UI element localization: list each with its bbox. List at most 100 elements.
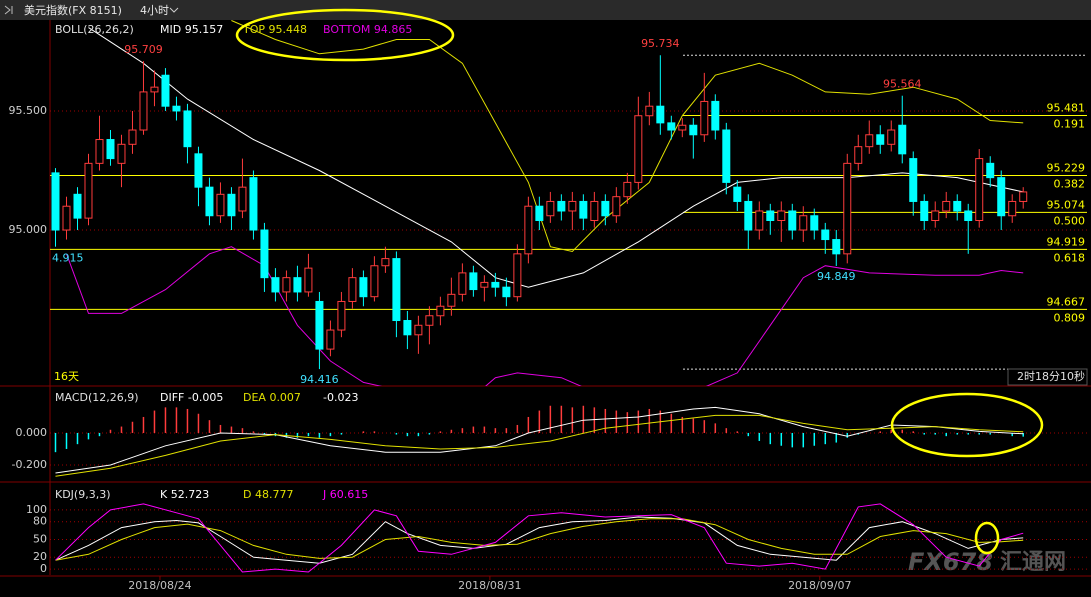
candle-body <box>766 210 775 222</box>
candle-body <box>590 200 599 222</box>
x-tick-label: 2018/09/07 <box>788 579 851 592</box>
y-tick-label: 100 <box>26 503 47 516</box>
candle-body <box>931 210 940 222</box>
candle-body <box>381 258 390 267</box>
candle-body <box>964 210 973 222</box>
legend-entry: DEA 0.007 <box>243 391 301 404</box>
candle-body <box>810 215 819 231</box>
candle-body <box>568 200 577 212</box>
indicator-line <box>55 518 1024 561</box>
period-dropdown[interactable] <box>169 7 179 13</box>
panel-plot <box>50 20 1087 386</box>
candle-body <box>403 320 412 336</box>
indicator-name: KDJ(9,3,3) <box>55 488 111 501</box>
y-tick-label: -0.200 <box>12 458 47 471</box>
candle-body <box>359 277 368 298</box>
candle-body <box>469 272 478 291</box>
footer-left: 16天 <box>54 370 79 383</box>
candle-body <box>425 315 434 326</box>
y-tick-label: 50 <box>33 532 47 545</box>
price-annotation: 95.709 <box>124 43 163 56</box>
candle-body <box>326 329 335 350</box>
candle-body <box>205 186 214 217</box>
candle-body <box>304 267 313 293</box>
candle-body <box>1019 191 1028 202</box>
legend-entry: -0.023 <box>323 391 358 404</box>
candle-body <box>194 153 203 188</box>
fib-level-ratio: 0.382 <box>1054 177 1086 190</box>
candle-body <box>502 286 511 298</box>
indicator-line <box>55 414 1024 477</box>
legend-entry: DIFF -0.005 <box>160 391 223 404</box>
indicator-name: BOLL(26,26,2) <box>55 23 134 36</box>
fib-level-price: 94.667 <box>1047 295 1086 308</box>
timer-box <box>1007 368 1088 386</box>
indicator-line <box>55 516 1024 564</box>
candle-body <box>876 134 885 145</box>
candle-body <box>458 272 467 295</box>
fib-level-price: 94.919 <box>1047 235 1086 248</box>
panel-plot <box>50 503 1087 573</box>
candle-body <box>678 124 687 131</box>
candle-body <box>51 172 60 231</box>
fib-ratio-box <box>1044 311 1087 326</box>
menu-icon[interactable] <box>4 5 13 15</box>
price-annotation: 95.564 <box>883 78 922 91</box>
candle-body <box>546 200 555 217</box>
candle-body <box>821 229 830 241</box>
period[interactable]: 4小时 <box>140 4 169 17</box>
legend-entry: MID 95.157 <box>160 23 223 36</box>
candle-body <box>612 196 621 217</box>
candle-body <box>920 200 929 222</box>
candle-body <box>634 115 643 183</box>
y-tick-label: 80 <box>33 515 47 528</box>
candle-body <box>95 139 104 164</box>
candle-body <box>524 205 533 255</box>
candle-body <box>788 210 797 231</box>
candle-body <box>348 277 357 302</box>
candle-body <box>777 210 786 222</box>
candle-body <box>337 300 346 331</box>
price-annotation: 94.416 <box>300 373 339 386</box>
candle-body <box>293 277 302 293</box>
candle-body <box>249 177 258 231</box>
fib-level-price: 95.481 <box>1047 101 1086 114</box>
candle-body <box>700 100 709 136</box>
candle-body <box>260 229 269 279</box>
fib-ratio-box <box>1044 214 1087 229</box>
candle-body <box>480 281 489 288</box>
highlight-ellipse <box>974 521 1000 555</box>
fib-level-ratio: 0.500 <box>1054 214 1086 227</box>
candle-body <box>953 200 962 212</box>
fib-level-ratio: 0.618 <box>1054 251 1086 264</box>
candle-body <box>183 110 192 148</box>
candle-body <box>865 134 874 148</box>
footer-right: 2时18分10秒 <box>1017 369 1085 383</box>
candle-body <box>315 300 324 350</box>
candle-body <box>271 277 280 293</box>
instrument-title: 美元指数(FX 8151) <box>24 3 122 17</box>
candle-body <box>1008 200 1017 217</box>
candle-body <box>117 143 126 164</box>
candle-body <box>986 162 995 179</box>
candle-body <box>887 129 896 145</box>
panel-plot <box>50 405 1087 477</box>
candle-body <box>150 86 159 93</box>
legend-entry: J 60.615 <box>322 488 368 501</box>
candle-body <box>579 200 588 219</box>
candle-body <box>139 91 148 131</box>
fib-ratio-box <box>1044 117 1087 132</box>
fib-ratio-box <box>1044 177 1087 192</box>
candle-body <box>755 210 764 231</box>
fib-ratio-box <box>1044 251 1087 266</box>
highlight-ellipse <box>235 8 455 62</box>
candle-body <box>106 139 115 160</box>
x-tick-label: 2018/08/24 <box>128 579 191 592</box>
candle-body <box>997 177 1006 217</box>
legend-entry: K 52.723 <box>160 488 209 501</box>
candle-body <box>623 181 632 198</box>
legend-entry: BOTTOM 94.865 <box>323 23 412 36</box>
